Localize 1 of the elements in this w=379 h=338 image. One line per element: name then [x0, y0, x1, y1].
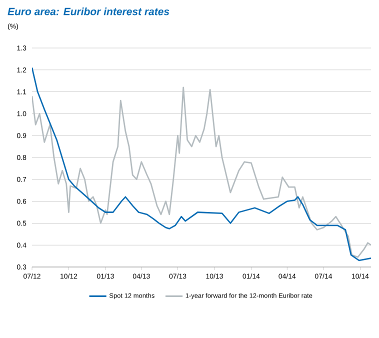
chart-title: Euro area: Euribor interest rates [8, 8, 170, 16]
